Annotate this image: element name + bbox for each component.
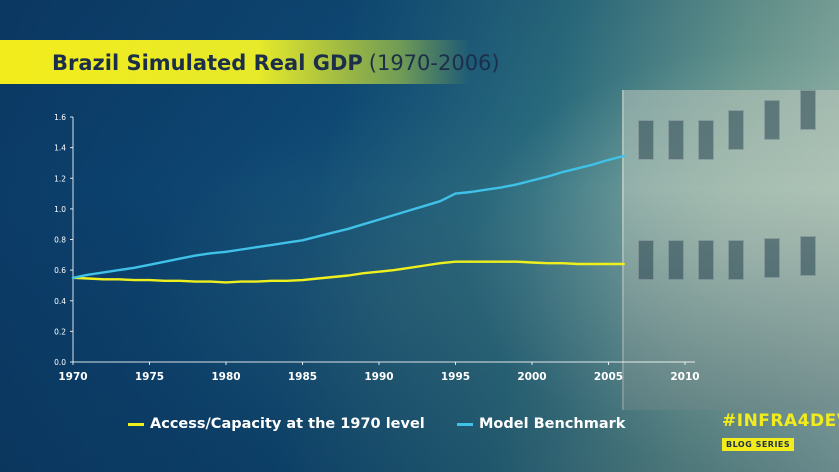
legend-item-access-capacity: Access/Capacity at the 1970 level (128, 412, 425, 436)
building-facade (622, 90, 839, 410)
chart-series (71, 154, 625, 284)
legend-label-access-capacity: Access/Capacity at the 1970 level (150, 416, 425, 432)
y-tick-label: 1.4 (54, 144, 66, 153)
x-tick-label: 1990 (364, 371, 393, 383)
y-tick-label: 0.8 (54, 236, 66, 245)
chart-title-main: Brazil Simulated Real GDP (52, 51, 363, 75)
x-tick-label: 2000 (517, 371, 546, 383)
x-tick-label: 1980 (211, 371, 240, 383)
chart-axes: 0.0 0.2 0.4 0.6 0.8 1.0 1.2 1.4 1.6 1970 1975 1980 1… (54, 113, 700, 383)
y-tick-label: 0.2 (54, 327, 66, 336)
series-line-access-capacity (71, 260, 625, 284)
x-tick-label: 1975 (135, 371, 164, 383)
legend-swatch-access-capacity (128, 422, 144, 426)
legend-item-model-benchmark: Model Benchmark (457, 412, 625, 436)
y-tick-label: 0.0 (54, 358, 66, 367)
infra4dev-tag: #INFRA4DEV (722, 411, 839, 431)
legend-swatch-model-benchmark (457, 422, 473, 426)
x-tick-label: 1985 (288, 371, 317, 383)
title-band (0, 40, 470, 84)
chart-title-sub: (1970-2006) (368, 51, 500, 75)
x-tick-label: 2005 (594, 371, 623, 383)
series-line-model-benchmark (71, 154, 625, 279)
chart-title: Brazil Simulated Real GDP (1970-2006) (52, 49, 500, 77)
legend-label-model-benchmark: Model Benchmark (479, 416, 626, 432)
y-tick-label: 1.0 (54, 205, 66, 214)
y-tick-label: 1.2 (54, 174, 66, 183)
y-tick-label: 0.4 (54, 297, 66, 306)
infra4dev-badge: #INFRA4DEV BLOG SERIES (722, 410, 839, 458)
x-tick-label: 1970 (58, 371, 87, 383)
x-tick-label: 2010 (670, 371, 699, 383)
y-tick-label: 1.6 (54, 113, 66, 122)
y-tick-label: 0.6 (54, 266, 66, 275)
x-tick-label: 1995 (441, 371, 470, 383)
blog-series-label: BLOG SERIES (722, 438, 795, 451)
